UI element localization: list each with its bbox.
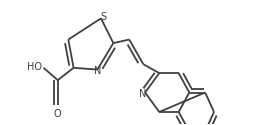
Text: O: O bbox=[54, 109, 62, 119]
Text: N: N bbox=[94, 66, 101, 76]
Text: N: N bbox=[139, 89, 146, 99]
Text: HO: HO bbox=[27, 62, 42, 72]
Text: S: S bbox=[100, 12, 106, 22]
